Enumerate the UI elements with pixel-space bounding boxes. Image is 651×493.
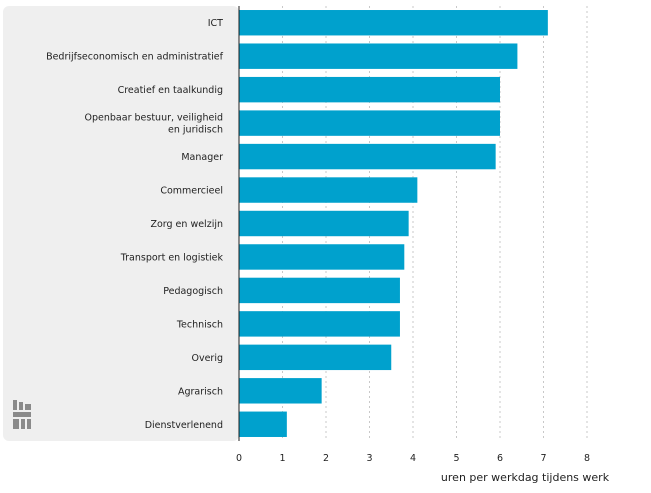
category-label: Openbaar bestuur, veiligheid bbox=[85, 113, 223, 124]
category-label: Agrarisch bbox=[178, 386, 223, 397]
category-label: Manager bbox=[181, 152, 223, 163]
x-tick-label: 8 bbox=[584, 453, 590, 464]
category-labels: ICT Bedrijfseconomisch en administratief C… bbox=[46, 18, 224, 431]
x-tick-label: 4 bbox=[410, 453, 416, 464]
x-tick-label: 5 bbox=[453, 453, 459, 464]
x-tick-label: 7 bbox=[540, 453, 546, 464]
bar bbox=[239, 43, 518, 69]
category-label: Pedagogisch bbox=[163, 286, 223, 297]
bar bbox=[239, 110, 500, 136]
bar bbox=[239, 378, 322, 404]
x-tick-label: 3 bbox=[366, 453, 372, 464]
bar bbox=[239, 177, 418, 203]
bar bbox=[239, 411, 287, 437]
bar bbox=[239, 277, 400, 304]
x-axis-title: uren per werkdag tijdens werk bbox=[441, 471, 610, 484]
x-tick-label: 2 bbox=[323, 453, 329, 464]
x-tick-label: 6 bbox=[497, 453, 503, 464]
bar bbox=[239, 143, 496, 170]
category-label: Dienstverlenend bbox=[145, 420, 223, 431]
x-axis-ticks: 0 1 2 3 4 5 6 7 8 bbox=[236, 453, 590, 464]
category-label: Zorg en welzijn bbox=[150, 219, 223, 230]
category-label: Overig bbox=[191, 353, 223, 364]
category-label: Bedrijfseconomisch en administratief bbox=[46, 52, 224, 63]
category-label: en juridisch bbox=[168, 125, 223, 136]
x-tick-label: 1 bbox=[279, 453, 285, 464]
category-label: ICT bbox=[208, 18, 223, 29]
category-label: Transport en logistiek bbox=[120, 252, 224, 263]
category-label-panel bbox=[3, 6, 239, 441]
category-label: Commercieel bbox=[160, 186, 223, 197]
bar bbox=[239, 10, 548, 36]
bar bbox=[239, 244, 405, 270]
x-tick-label: 0 bbox=[236, 453, 242, 464]
bars bbox=[239, 10, 548, 437]
bar bbox=[239, 210, 409, 237]
category-label: Technisch bbox=[176, 319, 223, 330]
bar bbox=[239, 311, 400, 337]
category-label: Creatief en taalkundig bbox=[118, 85, 223, 96]
bar bbox=[239, 344, 392, 371]
cbs-logo-icon bbox=[13, 400, 31, 429]
bar bbox=[239, 76, 500, 103]
